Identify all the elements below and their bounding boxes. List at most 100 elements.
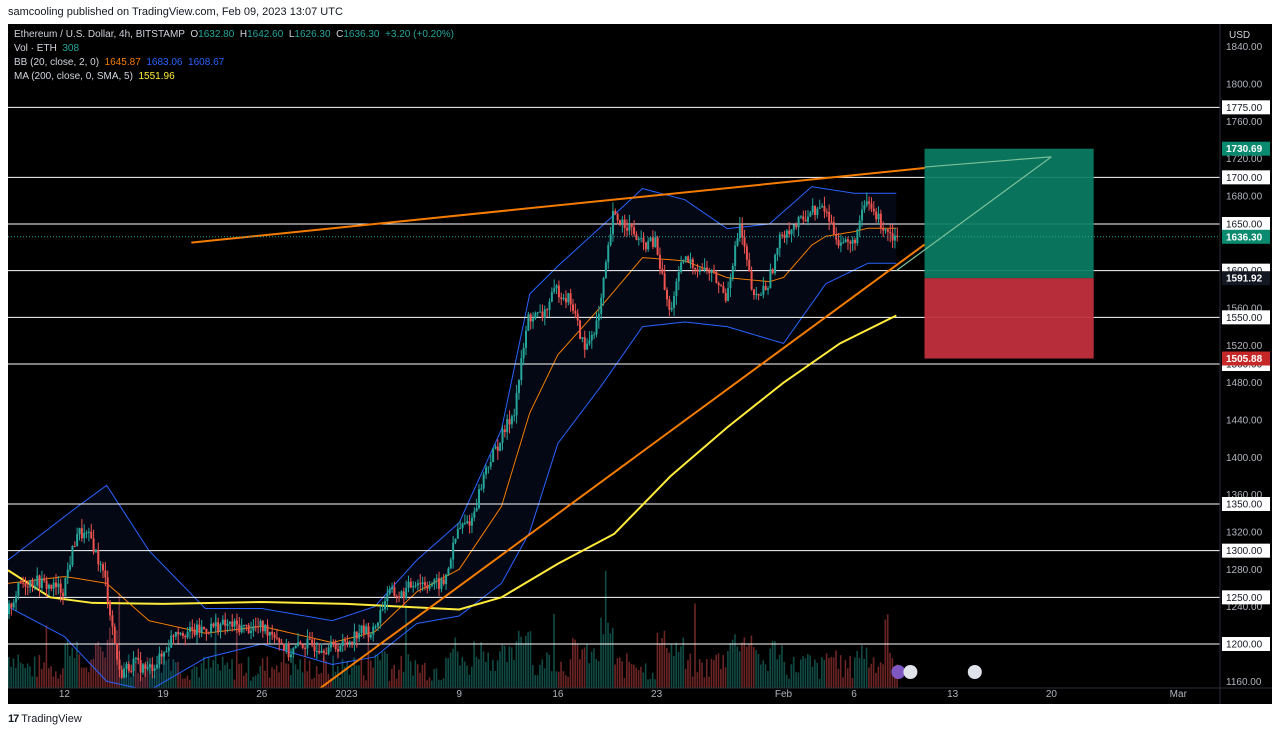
chart-area[interactable]: USD 1160.00 1240.00 1280.00 1320.00 1360.00 14… bbox=[8, 24, 1272, 704]
price-tick-label: 1320.00 bbox=[1226, 528, 1263, 539]
time-tick-label: 20 bbox=[1046, 689, 1058, 700]
candle-body bbox=[525, 330, 527, 348]
candle-body bbox=[851, 239, 854, 244]
price-chart[interactable]: USD 1160.00 1240.00 1280.00 1320.00 1360.00 14… bbox=[8, 24, 1272, 704]
price-tick-label: 1400.00 bbox=[1226, 453, 1263, 464]
candle-body bbox=[564, 298, 567, 303]
candle-body bbox=[623, 219, 626, 228]
level-label: 1700.00 bbox=[1226, 173, 1263, 184]
volume-bar bbox=[525, 635, 527, 688]
projection-line bbox=[895, 156, 1052, 272]
volume-bar bbox=[92, 658, 95, 688]
candle-body bbox=[588, 340, 591, 344]
volume-bar bbox=[360, 658, 363, 688]
volume-bar bbox=[529, 631, 532, 688]
candle-body bbox=[724, 293, 727, 301]
candle-body bbox=[811, 205, 814, 213]
bb-lower-value: 1608.67 bbox=[188, 57, 225, 68]
volume-bar bbox=[783, 661, 786, 688]
candle-body bbox=[767, 288, 770, 290]
tradingview-logo-icon: 17 bbox=[8, 713, 19, 725]
candle-body bbox=[593, 334, 596, 336]
candle-body bbox=[844, 239, 847, 243]
volume-bar bbox=[825, 653, 828, 688]
candle-body bbox=[245, 624, 248, 626]
volume-bar bbox=[186, 675, 189, 688]
volume-bar bbox=[539, 664, 541, 688]
candle-body bbox=[489, 462, 492, 467]
candle-body bbox=[774, 254, 777, 274]
volume-bar bbox=[814, 659, 816, 688]
candle-body bbox=[868, 201, 871, 204]
candle-body bbox=[492, 448, 495, 463]
candle-body bbox=[466, 521, 469, 524]
price-tick-label: 1520.00 bbox=[1226, 341, 1263, 352]
symbol-label[interactable]: Ethereum / U.S. Dollar, 4h, BITSTAMP bbox=[14, 29, 185, 40]
volume-bar bbox=[588, 663, 591, 688]
volume-bar bbox=[271, 667, 273, 688]
volume-bar bbox=[482, 651, 485, 688]
volume-bar bbox=[412, 675, 414, 688]
price-tag: 1730.69 bbox=[1226, 144, 1263, 155]
candle-body bbox=[102, 564, 104, 571]
volume-bar bbox=[494, 670, 497, 688]
volume-bar bbox=[785, 674, 788, 688]
candle-body bbox=[557, 285, 560, 298]
bb-mid-value: 1645.87 bbox=[104, 57, 141, 68]
volume-bar bbox=[137, 673, 139, 688]
volume-bar bbox=[666, 648, 668, 688]
price-tick-label: 1240.00 bbox=[1226, 602, 1263, 613]
volume-bar bbox=[367, 622, 370, 688]
candle-body bbox=[459, 527, 462, 529]
volume-bar bbox=[492, 659, 494, 688]
candle-body bbox=[203, 627, 206, 629]
volume-bar bbox=[402, 671, 405, 688]
volume-bar bbox=[235, 618, 238, 688]
volume-bar bbox=[611, 627, 614, 688]
bb-label[interactable]: BB (20, close, 2, 0) bbox=[14, 57, 100, 68]
volume-bar bbox=[299, 659, 301, 688]
candle-body bbox=[433, 579, 436, 585]
candle-body bbox=[727, 288, 730, 301]
volume-label[interactable]: Vol · ETH bbox=[14, 43, 57, 54]
volume-bar bbox=[459, 665, 461, 688]
candle-body bbox=[661, 268, 664, 274]
candle-body bbox=[73, 545, 76, 547]
volume-bar bbox=[623, 677, 626, 688]
volume-bar bbox=[111, 638, 113, 688]
price-tick-label: 1160.00 bbox=[1226, 677, 1262, 688]
volume-bar bbox=[17, 654, 19, 688]
volume-bar bbox=[727, 651, 729, 688]
ma-label[interactable]: MA (200, close, 0, SMA, 5) bbox=[14, 71, 133, 82]
candle-body bbox=[865, 201, 868, 206]
volume-bar bbox=[755, 650, 757, 688]
volume-bar bbox=[55, 671, 57, 688]
candle-body bbox=[854, 239, 856, 244]
volume-bar bbox=[564, 675, 567, 688]
candle-body bbox=[80, 528, 83, 539]
candle-body bbox=[313, 645, 316, 652]
volume-bar bbox=[170, 670, 172, 688]
candle-body bbox=[301, 644, 304, 648]
candle-body bbox=[461, 523, 464, 528]
candle-body bbox=[572, 304, 574, 311]
candle-body bbox=[741, 224, 744, 238]
volume-bar bbox=[264, 670, 266, 688]
candle-body bbox=[19, 582, 22, 584]
tradingview-logo[interactable]: 17 TradingView bbox=[8, 713, 82, 725]
candle-body bbox=[842, 242, 845, 244]
volume-bar bbox=[275, 665, 278, 688]
candle-body bbox=[207, 632, 210, 634]
candle-body bbox=[146, 667, 149, 669]
volume-bar bbox=[167, 658, 170, 688]
candle-body bbox=[616, 214, 619, 221]
volume-bar bbox=[290, 675, 292, 688]
volume-bar bbox=[778, 654, 781, 688]
candle-body bbox=[339, 646, 342, 652]
volume-bar bbox=[503, 645, 506, 688]
candle-body bbox=[118, 659, 121, 670]
volume-bar bbox=[400, 655, 403, 688]
volume-bar bbox=[433, 669, 435, 688]
candle-body bbox=[254, 626, 257, 628]
candle-body bbox=[198, 624, 201, 633]
